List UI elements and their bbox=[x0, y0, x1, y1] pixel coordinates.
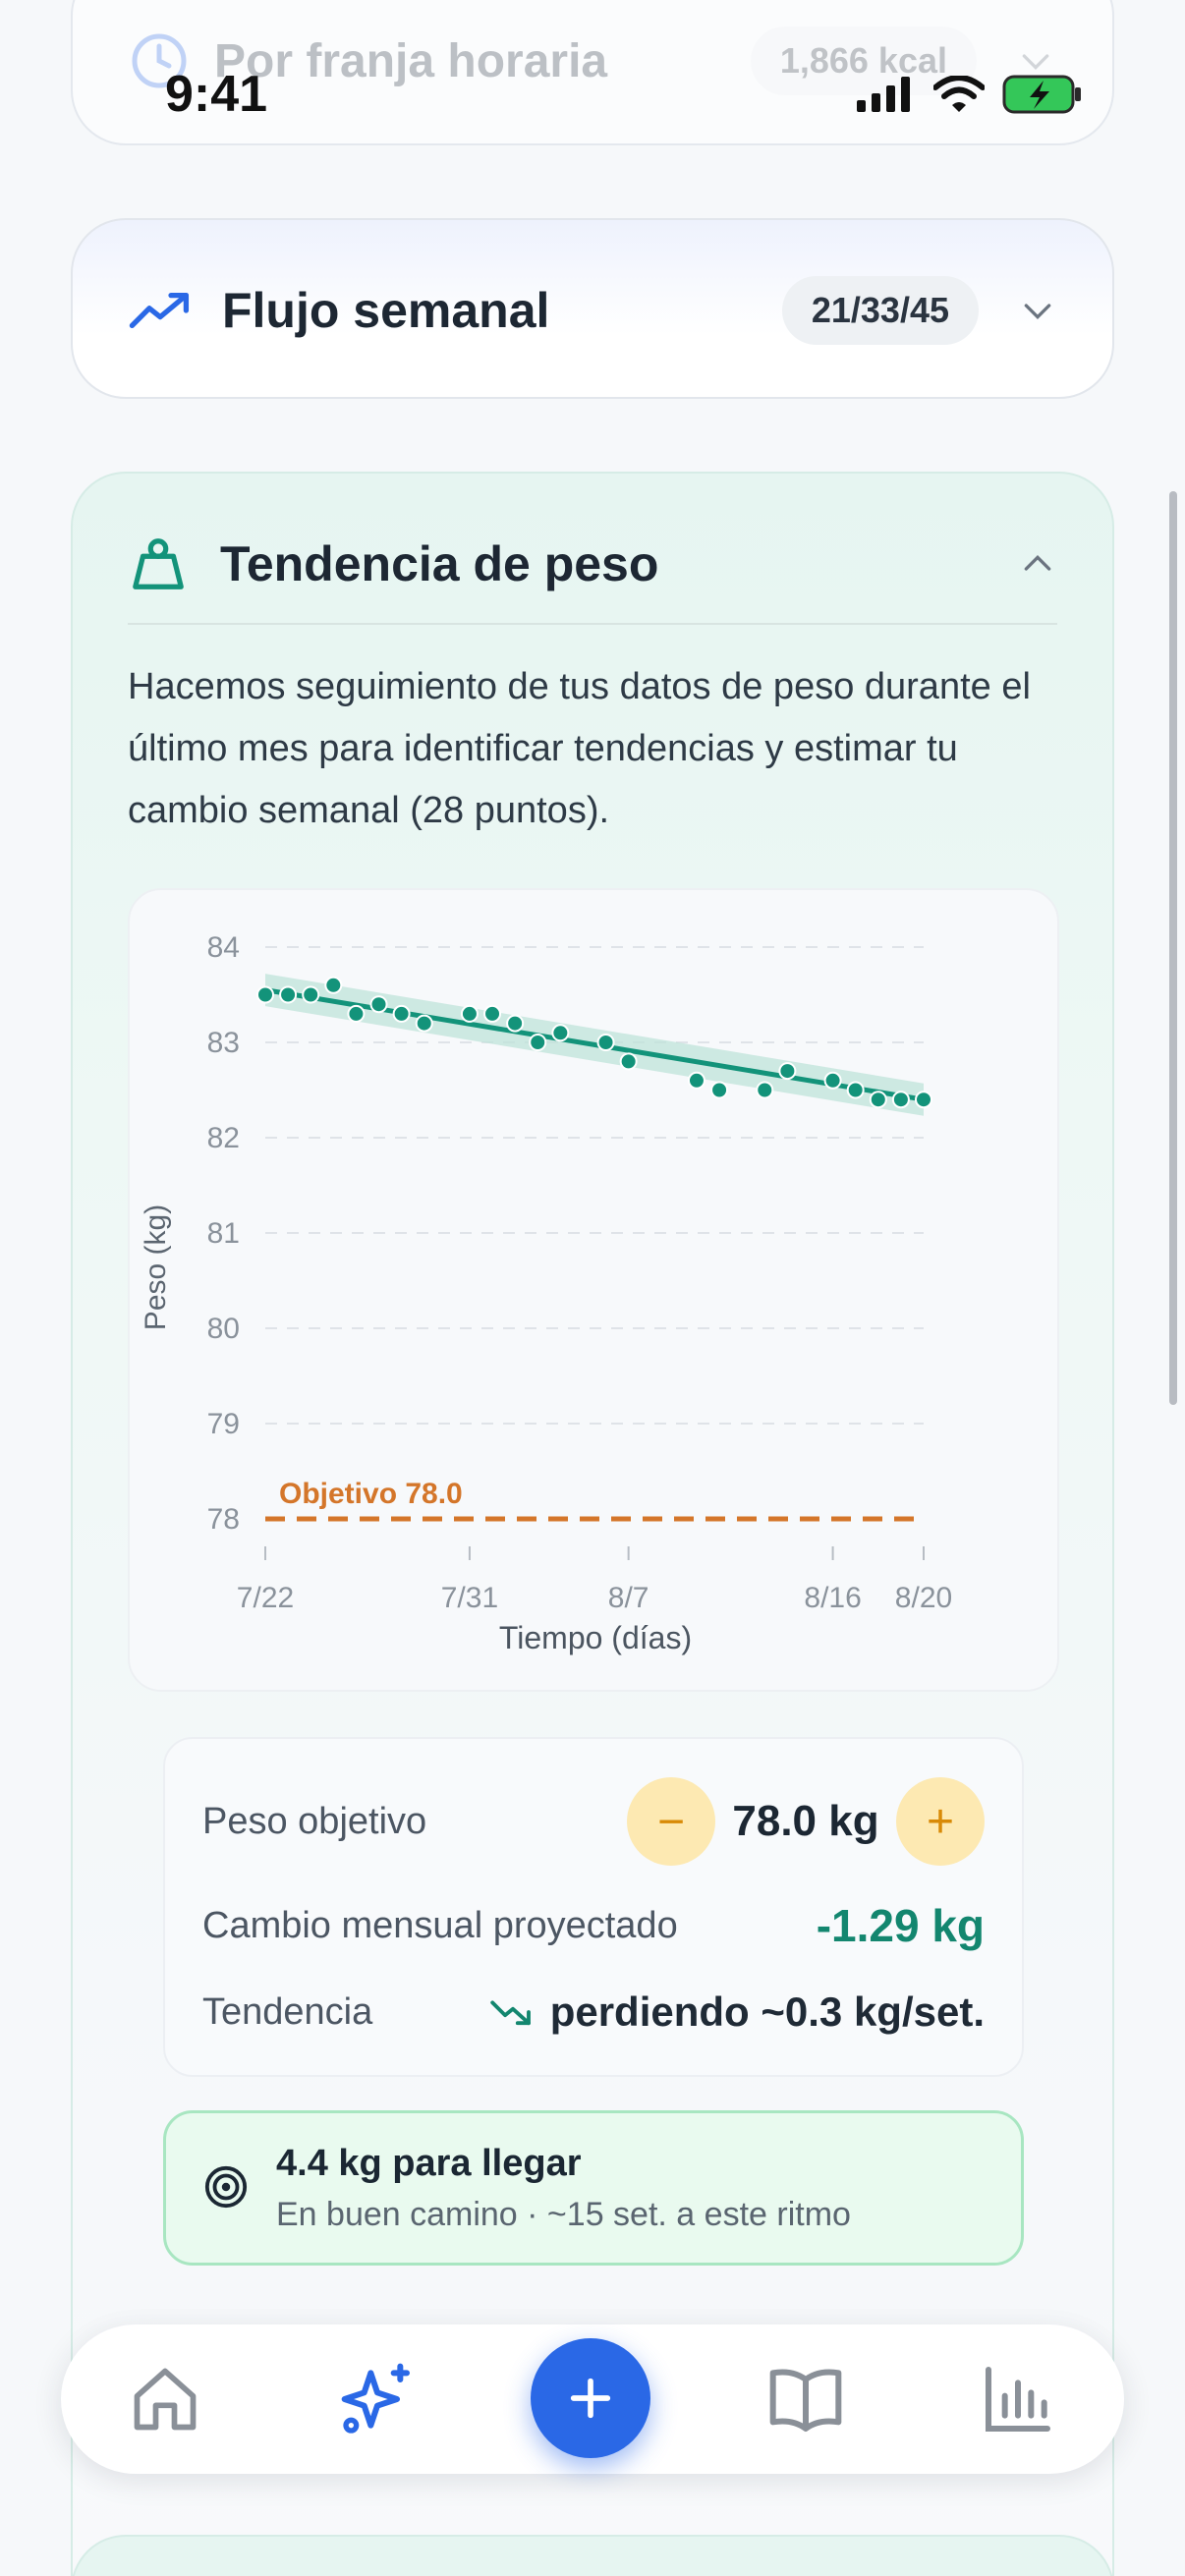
data-point bbox=[756, 1081, 774, 1099]
trend-value: perdiendo ~0.3 kg/set. bbox=[549, 1988, 985, 2035]
x-tick-label: 7/22 bbox=[237, 1582, 294, 1614]
goal-weight-value: 78.0 kg bbox=[732, 1797, 879, 1845]
data-point bbox=[891, 1091, 910, 1109]
weight-icon bbox=[133, 538, 184, 589]
goal-weight-label: Peso objetivo bbox=[202, 1800, 427, 1842]
divider bbox=[128, 623, 1057, 625]
increase-goal-button[interactable]: + bbox=[896, 1777, 985, 1866]
y-tick-label: 80 bbox=[207, 1313, 240, 1345]
decrease-goal-button[interactable]: − bbox=[627, 1777, 715, 1866]
weekly-flow-badge: 21/33/45 bbox=[781, 276, 979, 345]
nav-stats[interactable] bbox=[979, 2360, 1057, 2438]
status-bar: 9:41 bbox=[0, 0, 1185, 147]
data-point bbox=[687, 1071, 705, 1090]
sparkles-icon bbox=[341, 2363, 410, 2434]
weekly-flow-title: Flujo semanal bbox=[222, 283, 550, 338]
y-tick-label: 83 bbox=[207, 1027, 240, 1059]
scrollbar[interactable] bbox=[1169, 491, 1177, 1405]
y-tick-label: 79 bbox=[207, 1408, 240, 1440]
x-tick-label: 7/31 bbox=[441, 1582, 498, 1614]
next-card[interactable] bbox=[71, 2535, 1114, 2576]
chevron-down-icon[interactable] bbox=[1018, 291, 1057, 330]
nav-home[interactable] bbox=[126, 2360, 204, 2438]
x-axis-label: Tiempo (días) bbox=[499, 1620, 692, 1655]
wifi-icon bbox=[933, 76, 985, 112]
weight-chart-svg: Objetivo 78.0 84 83 82 81 80 79 78 7/22 7/31 8/7… bbox=[140, 931, 952, 1655]
clock-icon bbox=[132, 33, 187, 88]
battery-icon bbox=[1002, 75, 1081, 114]
goal-status-subtitle: En buen camino · ~15 set. a este ritmo bbox=[276, 2196, 851, 2233]
y-axis-label: Peso (kg) bbox=[140, 1204, 172, 1330]
data-point bbox=[415, 1014, 433, 1033]
weight-chart: Objetivo 78.0 84 83 82 81 80 79 78 7/22 7/31 8/7… bbox=[128, 888, 1059, 1692]
stats-icon bbox=[986, 2367, 1050, 2432]
x-tick-label: 8/7 bbox=[608, 1582, 649, 1614]
data-point bbox=[846, 1081, 865, 1099]
add-button[interactable] bbox=[531, 2338, 650, 2458]
data-point bbox=[551, 1024, 570, 1042]
data-point bbox=[460, 1004, 479, 1023]
data-point bbox=[256, 985, 274, 1004]
y-tick-label: 82 bbox=[207, 1122, 240, 1154]
data-point bbox=[529, 1034, 547, 1051]
data-point bbox=[483, 1004, 502, 1023]
time-slot-card[interactable]: Por franja horaria 1,866 kcal bbox=[71, 0, 1114, 145]
data-point bbox=[392, 1004, 411, 1023]
chevron-up-icon[interactable] bbox=[1018, 544, 1057, 584]
data-point bbox=[324, 976, 343, 994]
data-point bbox=[302, 985, 320, 1004]
trend-label: Tendencia bbox=[202, 1990, 373, 2033]
goal-status-banner: 4.4 kg para llegar En buen camino · ~15 … bbox=[163, 2110, 1024, 2266]
data-point bbox=[710, 1081, 729, 1099]
nav-ai[interactable] bbox=[338, 2360, 417, 2438]
signal-icon bbox=[857, 77, 910, 112]
weight-trend-description: Hacemos seguimiento de tus datos de peso… bbox=[128, 666, 1031, 831]
data-point bbox=[823, 1071, 842, 1090]
goal-status-title: 4.4 kg para llegar bbox=[276, 2143, 582, 2184]
weekly-flow-card[interactable]: Flujo semanal 21/33/45 bbox=[71, 218, 1114, 399]
status-time: 9:41 bbox=[165, 66, 268, 123]
data-point bbox=[347, 1004, 366, 1023]
x-tick-label: 8/20 bbox=[895, 1582, 952, 1614]
trending-up-icon bbox=[129, 292, 190, 329]
weight-trend-title: Tendencia de peso bbox=[220, 536, 659, 591]
target-icon bbox=[204, 2165, 248, 2209]
add-icon bbox=[570, 2378, 611, 2419]
goal-line-label: Objetivo 78.0 bbox=[279, 1478, 463, 1510]
data-point bbox=[279, 985, 298, 1004]
weight-stats-panel: Peso objetivo − 78.0 kg + Cambio mensual… bbox=[163, 1737, 1024, 2077]
book-icon bbox=[769, 2369, 842, 2432]
trending-down-icon bbox=[489, 2000, 531, 2026]
projected-change-label: Cambio mensual proyectado bbox=[202, 1904, 678, 1946]
projected-change-value: -1.29 kg bbox=[816, 1900, 985, 1951]
data-point bbox=[596, 1034, 615, 1051]
data-point bbox=[915, 1091, 932, 1109]
home-icon bbox=[134, 2368, 197, 2431]
weight-trend-card: Tendencia de peso Hacemos seguimiento de… bbox=[71, 472, 1114, 2576]
data-point bbox=[778, 1062, 797, 1081]
y-tick-label: 78 bbox=[207, 1503, 240, 1536]
nav-journal[interactable] bbox=[766, 2360, 845, 2438]
data-point bbox=[619, 1052, 638, 1071]
data-point bbox=[869, 1091, 887, 1109]
chevron-down-icon bbox=[1022, 54, 1049, 71]
x-tick-label: 8/16 bbox=[804, 1582, 861, 1614]
time-slot-title: Por franja horaria bbox=[214, 34, 608, 87]
data-point bbox=[369, 995, 388, 1014]
data-point bbox=[506, 1014, 525, 1033]
y-tick-label: 81 bbox=[207, 1217, 240, 1250]
y-tick-label: 84 bbox=[207, 931, 240, 964]
